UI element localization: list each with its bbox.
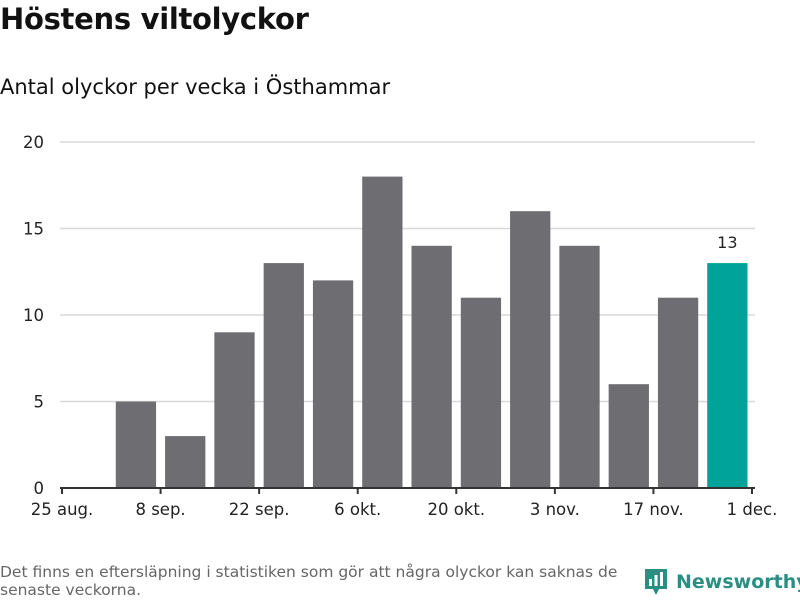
bar: [510, 211, 551, 488]
bar: [460, 297, 502, 488]
bar-value-label: 13: [717, 233, 737, 252]
bar: [411, 245, 452, 488]
footnote: Det finns en eftersläpning i statistiken…: [0, 563, 618, 599]
bar: [559, 245, 600, 488]
bar: [362, 176, 403, 488]
bar-chart: 0 5 10 15 20 13 25 aug. 8 sep. 22 sep. 6 okt. 20 o…: [23, 133, 778, 519]
x-tick-label: 25 aug.: [31, 500, 94, 519]
bar: [214, 332, 255, 488]
y-tick-label: 15: [23, 220, 44, 239]
x-tick-label: 1 dec.: [727, 500, 778, 519]
x-tick-label: 22 sep.: [229, 500, 290, 519]
x-tick-label: 3 nov.: [530, 500, 580, 519]
y-tick-label: 10: [23, 306, 44, 325]
x-tick-label: 17 nov.: [623, 500, 684, 519]
bar: [263, 263, 304, 488]
y-tick-label: 0: [34, 479, 45, 498]
x-tick-label: 6 okt.: [334, 500, 381, 519]
bar: [165, 436, 206, 488]
newsworthy-logo-icon: [645, 569, 667, 595]
bar: [115, 401, 157, 488]
chart-title: Höstens viltolyckor: [0, 2, 309, 36]
y-tick-label: 5: [34, 393, 45, 412]
x-tick-label: 20 okt.: [427, 500, 485, 519]
bar: [312, 280, 354, 488]
chart-subtitle: Antal olyckor per vecka i Östhammar: [0, 75, 391, 99]
bar: [657, 297, 699, 488]
bar-highlight: [707, 263, 748, 488]
newsworthy-brand[interactable]: Newsworthy: [644, 567, 800, 597]
x-tick-label: 8 sep.: [135, 500, 185, 519]
y-tick-label: 20: [23, 133, 44, 152]
bar: [608, 384, 649, 488]
brand-name: Newsworthy: [676, 571, 800, 593]
